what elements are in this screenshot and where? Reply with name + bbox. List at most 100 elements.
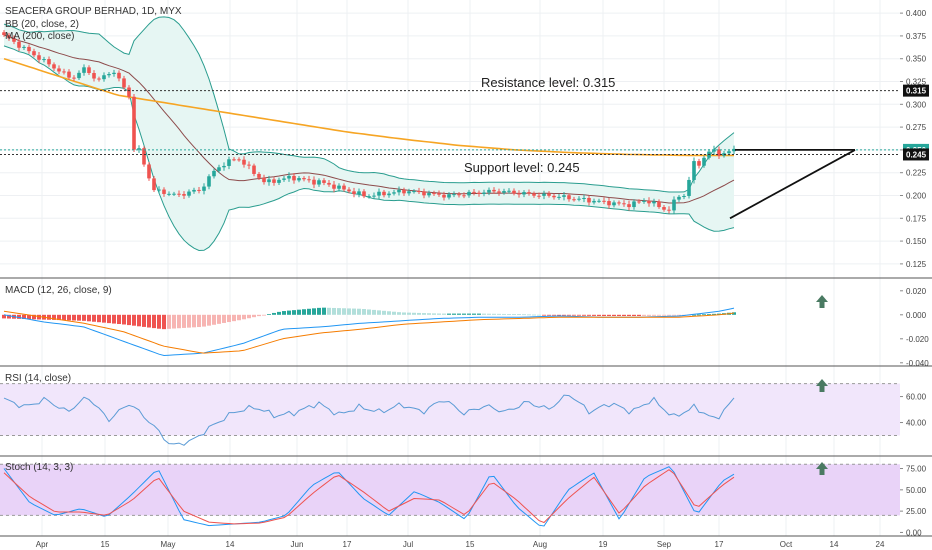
- macd-hist-bar: [487, 313, 491, 315]
- candle-body: [252, 165, 256, 174]
- candle-body: [222, 165, 226, 168]
- macd-hist-bar: [517, 314, 521, 315]
- macd-hist-bar: [237, 314, 241, 321]
- candle-body: [612, 202, 616, 206]
- macd-hist-bar: [152, 314, 156, 329]
- macd-hist-bar: [207, 314, 211, 326]
- candle-body: [42, 59, 46, 61]
- macd-hist-bar: [92, 314, 96, 322]
- macd-axis-tick-label: 0.000: [906, 311, 927, 320]
- macd-hist-bar: [472, 313, 476, 315]
- candle-body: [317, 180, 321, 185]
- macd-hist-bar: [197, 314, 201, 328]
- candle-body: [417, 191, 421, 193]
- x-axis-label: May: [160, 540, 175, 549]
- macd-hist-bar: [587, 314, 591, 316]
- macd-hist-bar: [202, 314, 206, 327]
- rsi-line: [3, 394, 735, 446]
- price-badge-label: 0.315: [906, 87, 927, 96]
- candle-body: [562, 195, 566, 197]
- candle-body: [202, 186, 206, 191]
- macd-hist-bar: [272, 312, 276, 315]
- macd-hist-bar: [382, 310, 386, 315]
- macd-hist-bar: [292, 310, 296, 315]
- x-axis-label: Jun: [291, 540, 304, 549]
- candle-body: [537, 195, 541, 197]
- macd-hist-bar: [277, 311, 281, 315]
- macd-hist-bar: [67, 314, 71, 321]
- candle-body: [17, 41, 21, 48]
- candle-body: [332, 184, 336, 189]
- candle-body: [282, 178, 286, 180]
- price-axis-tick-label: 0.350: [906, 55, 927, 64]
- macd-hist-bar: [62, 314, 66, 321]
- macd-hist-bar: [492, 313, 496, 315]
- macd-hist-bar: [97, 314, 101, 323]
- macd-up-arrow-icon: [816, 295, 828, 308]
- macd-hist-bar: [182, 314, 186, 328]
- macd-indicator-label: MACD (12, 26, close, 9): [5, 285, 112, 296]
- x-axis-label: 14: [830, 540, 839, 549]
- macd-hist-bar: [667, 314, 671, 316]
- stoch-axis-tick-label: 75.00: [906, 465, 927, 474]
- candle-body: [182, 194, 186, 196]
- macd-hist-bar: [57, 314, 61, 321]
- candle-body: [122, 78, 126, 88]
- macd-hist-bar: [147, 314, 151, 328]
- macd-hist-bar: [407, 312, 411, 315]
- macd-hist-bar: [632, 314, 636, 316]
- macd-axis-tick-label: -0.020: [906, 335, 929, 344]
- macd-hist-bar: [712, 313, 716, 315]
- candle-body: [642, 200, 646, 202]
- candle-body: [197, 189, 201, 191]
- macd-hist-bar: [502, 313, 506, 315]
- x-axis-label: 15: [101, 540, 110, 549]
- stoch-indicator-label: Stoch (14, 3, 3): [5, 462, 73, 473]
- macd-hist-bar: [297, 309, 301, 315]
- bb-basis-line: [3, 34, 735, 204]
- macd-hist-bar: [537, 314, 541, 316]
- candle-body: [327, 182, 331, 185]
- candle-body: [582, 197, 586, 199]
- candle-body: [622, 203, 626, 205]
- macd-hist-bar: [467, 313, 471, 315]
- macd-hist-bar: [222, 314, 226, 323]
- candle-body: [32, 51, 36, 56]
- macd-hist-bar: [127, 314, 131, 326]
- candle-body: [422, 191, 426, 196]
- macd-hist-bar: [322, 307, 326, 315]
- x-axis-label: 17: [715, 540, 724, 549]
- candle-body: [452, 194, 456, 196]
- macd-hist-bar: [142, 314, 146, 327]
- macd-hist-bar: [602, 314, 606, 316]
- price-axis-tick-label: 0.375: [906, 32, 927, 41]
- candle-body: [627, 204, 631, 208]
- price-axis-tick-label: 0.400: [906, 9, 927, 18]
- candle-body: [87, 67, 91, 74]
- macd-hist-bar: [397, 312, 401, 315]
- macd-hist-bar: [597, 314, 601, 316]
- candle-body: [102, 75, 106, 80]
- macd-hist-bar: [552, 314, 556, 316]
- candle-body: [212, 170, 216, 177]
- candle-body: [687, 179, 691, 196]
- macd-hist-bar: [212, 314, 216, 325]
- chart-title: SEACERA GROUP BERHAD, 1D, MYX: [5, 6, 182, 17]
- price-axis-tick-label: 0.175: [906, 214, 927, 223]
- macd-hist-bar: [412, 312, 416, 315]
- candle-body: [647, 200, 651, 204]
- macd-hist-bar: [342, 308, 346, 315]
- macd-hist-bar: [582, 314, 586, 316]
- price-axis-tick-label: 0.275: [906, 123, 927, 132]
- macd-hist-bar: [557, 314, 561, 316]
- candle-body: [697, 161, 701, 166]
- macd-hist-bar: [242, 314, 246, 320]
- macd-hist-bar: [262, 314, 266, 316]
- bb-fill: [4, 16, 734, 251]
- candle-body: [152, 178, 156, 191]
- macd-hist-bar: [647, 314, 651, 316]
- candle-body: [112, 72, 116, 75]
- macd-hist-bar: [692, 314, 696, 316]
- macd-hist-bar: [107, 314, 111, 324]
- macd-hist-bar: [392, 311, 396, 315]
